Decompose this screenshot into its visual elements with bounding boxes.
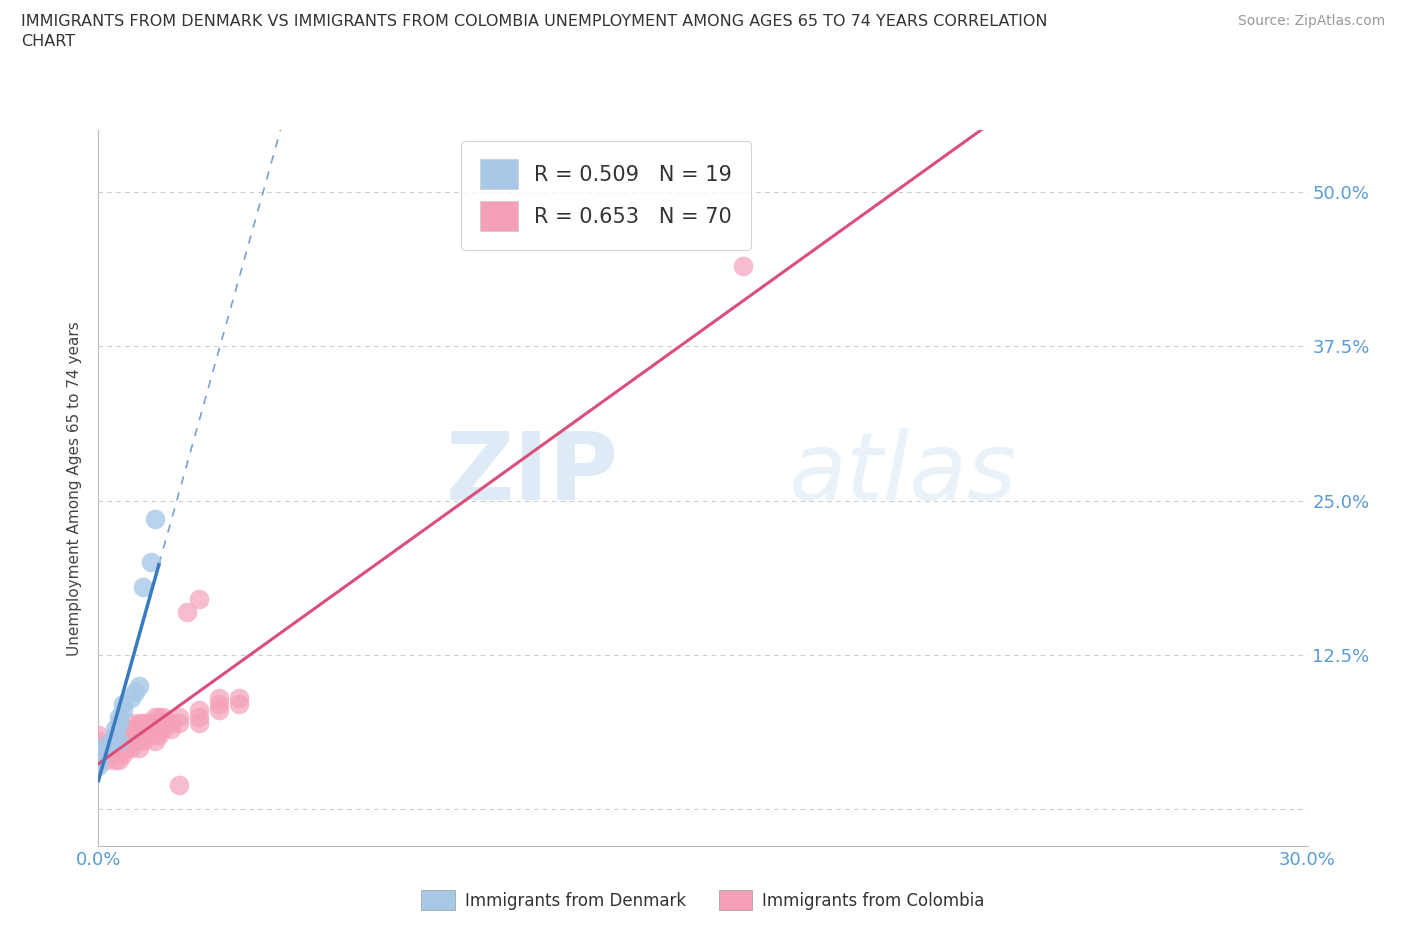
Point (120, 728, 142, 743)
Text: ZIP: ZIP (446, 428, 619, 520)
Point (139, 722, 162, 737)
Point (111, 697, 134, 711)
Text: atlas: atlas (787, 429, 1017, 520)
Point (228, 691, 250, 706)
Point (160, 715, 183, 730)
Point (107, 728, 129, 743)
Point (208, 691, 231, 706)
Point (128, 734, 150, 749)
Point (139, 728, 162, 743)
Point (128, 740, 150, 755)
Point (132, 715, 155, 730)
Point (111, 734, 134, 749)
Point (96, 740, 118, 755)
Legend: Immigrants from Denmark, Immigrants from Colombia: Immigrants from Denmark, Immigrants from… (415, 884, 991, 917)
Point (152, 722, 174, 737)
Point (148, 722, 170, 737)
Point (733, 259, 755, 273)
Point (148, 728, 170, 743)
Point (87, 740, 110, 755)
Point (124, 734, 146, 749)
Point (111, 746, 134, 761)
Point (143, 710, 166, 724)
Point (124, 722, 146, 737)
Point (143, 715, 166, 730)
Point (135, 728, 157, 743)
Point (107, 715, 129, 730)
Point (176, 604, 198, 619)
Point (87, 728, 110, 743)
Point (107, 710, 129, 724)
Point (120, 734, 142, 749)
Point (115, 734, 138, 749)
Point (124, 684, 146, 699)
Point (167, 710, 190, 724)
Point (128, 715, 150, 730)
Point (103, 740, 125, 755)
Point (135, 722, 157, 737)
Point (107, 734, 129, 749)
Point (148, 715, 170, 730)
Point (132, 579, 155, 594)
Point (120, 715, 142, 730)
Point (208, 703, 231, 718)
Point (87, 746, 110, 761)
Point (208, 697, 231, 711)
Point (96, 740, 118, 755)
Point (96, 752, 118, 767)
Point (111, 728, 134, 743)
Point (188, 710, 211, 724)
Point (87, 734, 110, 749)
Point (139, 555, 162, 570)
Legend: R = 0.509   N = 19, R = 0.653   N = 70: R = 0.509 N = 19, R = 0.653 N = 70 (461, 140, 751, 249)
Point (152, 710, 174, 724)
Point (128, 728, 150, 743)
Point (111, 703, 134, 718)
Point (132, 722, 155, 737)
Point (132, 734, 155, 749)
Point (139, 715, 162, 730)
Text: Source: ZipAtlas.com: Source: ZipAtlas.com (1237, 14, 1385, 28)
Point (128, 722, 150, 737)
Point (103, 734, 125, 749)
Point (115, 722, 138, 737)
Point (135, 715, 157, 730)
Text: IMMIGRANTS FROM DENMARK VS IMMIGRANTS FROM COLOMBIA UNEMPLOYMENT AMONG AGES 65 T: IMMIGRANTS FROM DENMARK VS IMMIGRANTS FR… (21, 14, 1047, 48)
Point (107, 752, 129, 767)
Point (103, 752, 125, 767)
Point (107, 734, 129, 749)
Point (100, 734, 122, 749)
Point (160, 722, 183, 737)
Point (87, 740, 110, 755)
Point (120, 722, 142, 737)
Point (107, 722, 129, 737)
Point (100, 734, 122, 749)
Point (132, 728, 155, 743)
Point (103, 728, 125, 743)
Point (120, 740, 142, 755)
Y-axis label: Unemployment Among Ages 65 to 74 years: Unemployment Among Ages 65 to 74 years (67, 321, 83, 656)
Point (87, 759, 110, 774)
Point (124, 728, 146, 743)
Point (87, 752, 110, 767)
Point (188, 715, 211, 730)
Point (115, 740, 138, 755)
Point (128, 678, 150, 693)
Point (148, 710, 170, 724)
Point (87, 752, 110, 767)
Point (103, 722, 125, 737)
Point (107, 740, 129, 755)
Point (152, 715, 174, 730)
Point (188, 703, 211, 718)
Point (167, 777, 190, 792)
Point (103, 728, 125, 743)
Point (228, 697, 250, 711)
Point (188, 591, 211, 606)
Point (120, 691, 142, 706)
Point (143, 734, 166, 749)
Point (115, 728, 138, 743)
Point (167, 715, 190, 730)
Point (143, 512, 166, 526)
